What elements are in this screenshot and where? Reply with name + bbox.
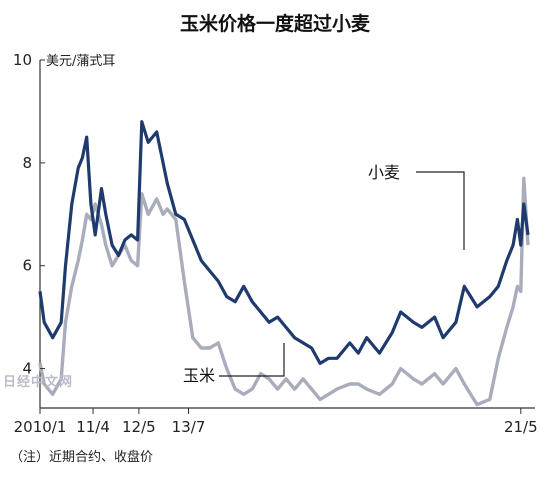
x-tick-label: 2010/1	[14, 418, 67, 436]
y-axis: 美元/蒲式耳	[39, 54, 115, 408]
wheat-leader-line	[416, 171, 465, 250]
tick-layer: 4 6 8 10 2010/1 11/4 12/5 13/7 21/5	[13, 51, 538, 436]
x-tick-label: 13/7	[172, 418, 206, 436]
x-tick-label: 11/4	[76, 418, 110, 436]
corn-leader-line	[219, 343, 285, 377]
watermark-text: 日经中文网	[3, 374, 73, 390]
wheat-series-label: 小麦	[368, 163, 400, 182]
series-layer	[38, 120, 530, 407]
y-tick-label: 4	[22, 360, 32, 378]
wheat-price-line	[38, 120, 530, 365]
x-tick-label: 21/5	[504, 418, 538, 436]
annotation-layer: 小麦 玉米	[183, 163, 465, 385]
y-axis-unit-label: 美元/蒲式耳	[46, 54, 115, 69]
y-tick-label: 10	[13, 51, 32, 69]
chart-title: 玉米价格一度超过小麦	[180, 12, 371, 35]
y-tick-label: 6	[22, 257, 32, 275]
chart-note: （注）近期合约、收盘价	[10, 449, 153, 465]
y-tick-label: 8	[22, 154, 32, 172]
x-tick-label: 12/5	[122, 418, 156, 436]
corn-series-label: 玉米	[183, 366, 215, 385]
